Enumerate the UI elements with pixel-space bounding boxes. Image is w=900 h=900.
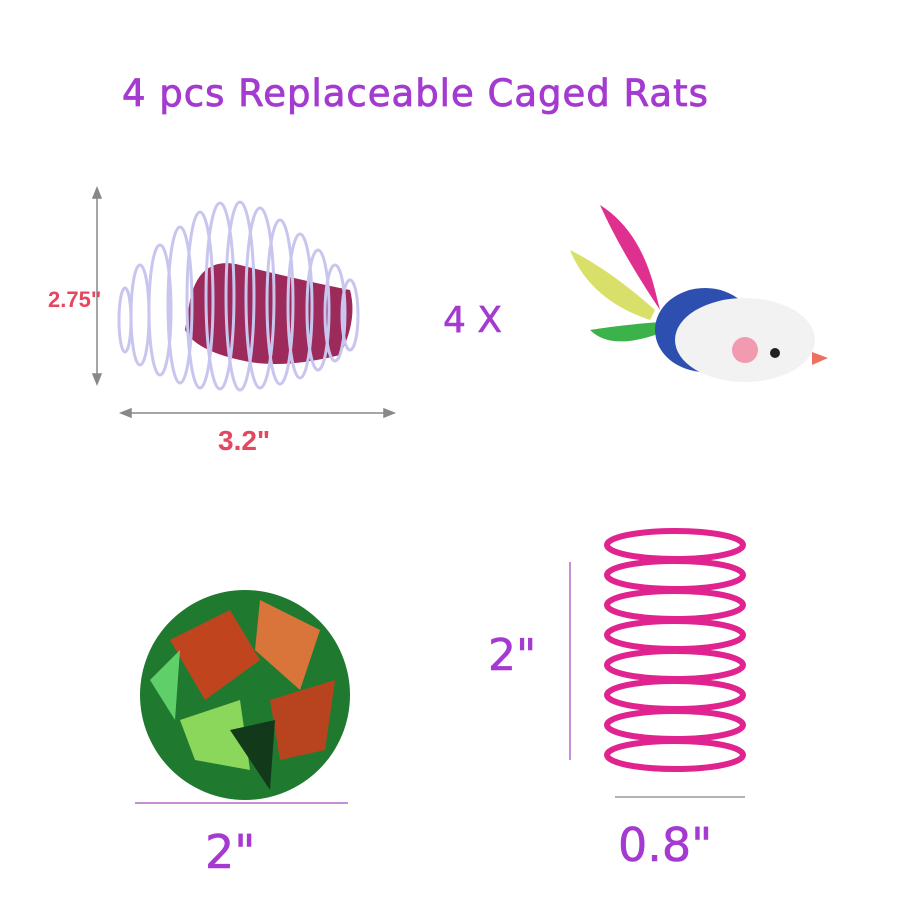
pink-spring-image [604,528,746,772]
feather-mouse-image [570,205,828,382]
cage-width-label: 3.2" [218,425,271,456]
dimension-lines [91,185,745,804]
crinkle-ball-image [140,590,350,800]
spring-width-label: 0.8" [618,818,713,873]
mouse-quantity-label: 4 X [443,300,503,342]
ball-width-label: 2" [205,825,256,880]
cage-height-label: 2.75" [48,287,102,312]
caged-rat-image [117,200,360,392]
spring-height-label: 2" [488,630,537,682]
page-title: 4 pcs Replaceable Caged Rats [122,72,709,116]
